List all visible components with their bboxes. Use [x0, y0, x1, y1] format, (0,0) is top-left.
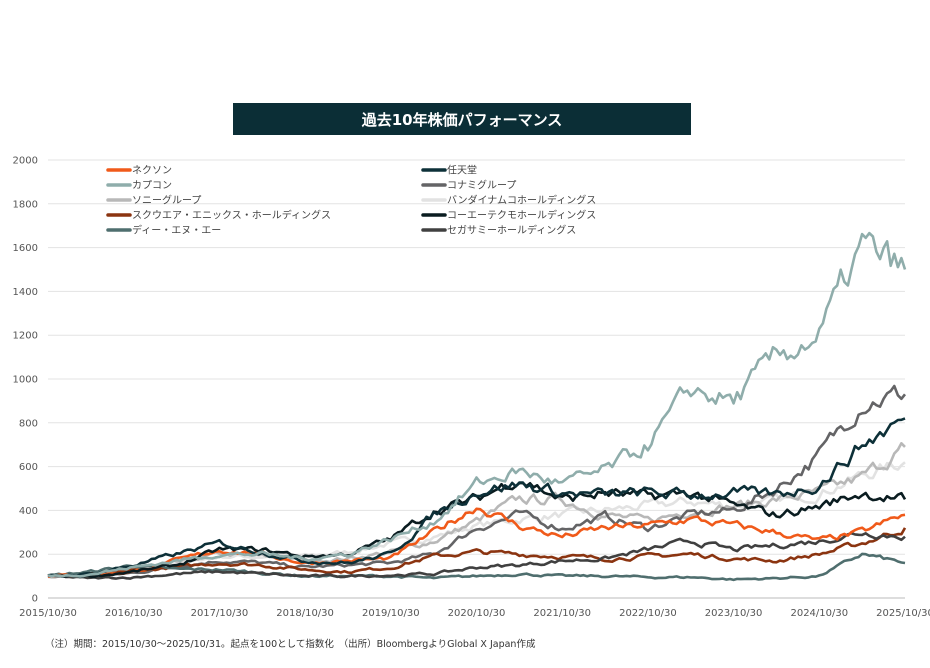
- y-tick-label: 1200: [13, 331, 38, 342]
- legend-label: カプコン: [132, 180, 172, 192]
- x-tick-label: 2016/10/30: [105, 608, 163, 619]
- x-axis-ticks: 2015/10/30 2016/10/30 2017/10/30 2018/10/30…: [19, 608, 930, 619]
- x-tick-label: 2015/10/30: [19, 608, 77, 619]
- y-tick-label: 0: [32, 594, 38, 605]
- series-line-10: [47, 532, 906, 580]
- x-tick-label: 2021/10/30: [533, 608, 591, 619]
- x-tick-label: 2024/10/30: [790, 608, 848, 619]
- y-tick-label: 2000: [13, 156, 38, 167]
- x-tick-label: 2017/10/30: [191, 608, 249, 619]
- legend-label: ネクソン: [132, 165, 172, 177]
- x-tick-label: 2018/10/30: [276, 608, 334, 619]
- y-tick-label: 800: [19, 418, 38, 429]
- series-lines: [47, 231, 907, 582]
- series-line-1: [47, 507, 906, 579]
- legend-label: 任天堂: [447, 164, 477, 177]
- legend-label: コナミグループ: [447, 179, 516, 192]
- x-tick-label: 2023/10/30: [705, 608, 763, 619]
- chart-title: 過去10年株価パフォーマンス: [233, 103, 691, 135]
- y-tick-label: 1800: [13, 199, 38, 210]
- x-tick-label: 2022/10/30: [619, 608, 677, 619]
- grid-lines: [48, 159, 905, 599]
- y-axis-ticks: 0 200 400 600 800 1000 1200 1400 1600 1800 2000: [13, 156, 38, 605]
- y-tick-label: 1600: [13, 243, 38, 254]
- x-tick-label: 2019/10/30: [362, 608, 420, 619]
- x-tick-label: 2020/10/30: [448, 608, 506, 619]
- series-line-3: [47, 231, 907, 578]
- y-tick-label: 1400: [13, 287, 38, 298]
- legend-label: ソニーグループ: [132, 194, 201, 207]
- y-tick-label: 400: [19, 506, 38, 517]
- legend-label: バンダイナムコホールディングス: [447, 194, 596, 207]
- legend-label: ディー・エヌ・エー: [132, 224, 221, 237]
- series-line-7: [47, 527, 907, 578]
- legend-label: セガサミーホールディングス: [447, 224, 576, 237]
- y-tick-label: 200: [19, 550, 38, 561]
- y-tick-label: 600: [19, 462, 38, 473]
- series-line-2: [47, 417, 906, 578]
- x-tick-label: 2025/10/30: [876, 608, 930, 619]
- footnote: （注）期間：2015/10/30〜2025/10/31。起点を100として指数化…: [45, 639, 536, 650]
- legend-label: スクウエア・エニックス・ホールディングス: [132, 209, 331, 222]
- legend-label: コーエーテクモホールディングス: [447, 209, 596, 222]
- series-line-9: [47, 552, 906, 582]
- y-tick-label: 1000: [13, 375, 38, 386]
